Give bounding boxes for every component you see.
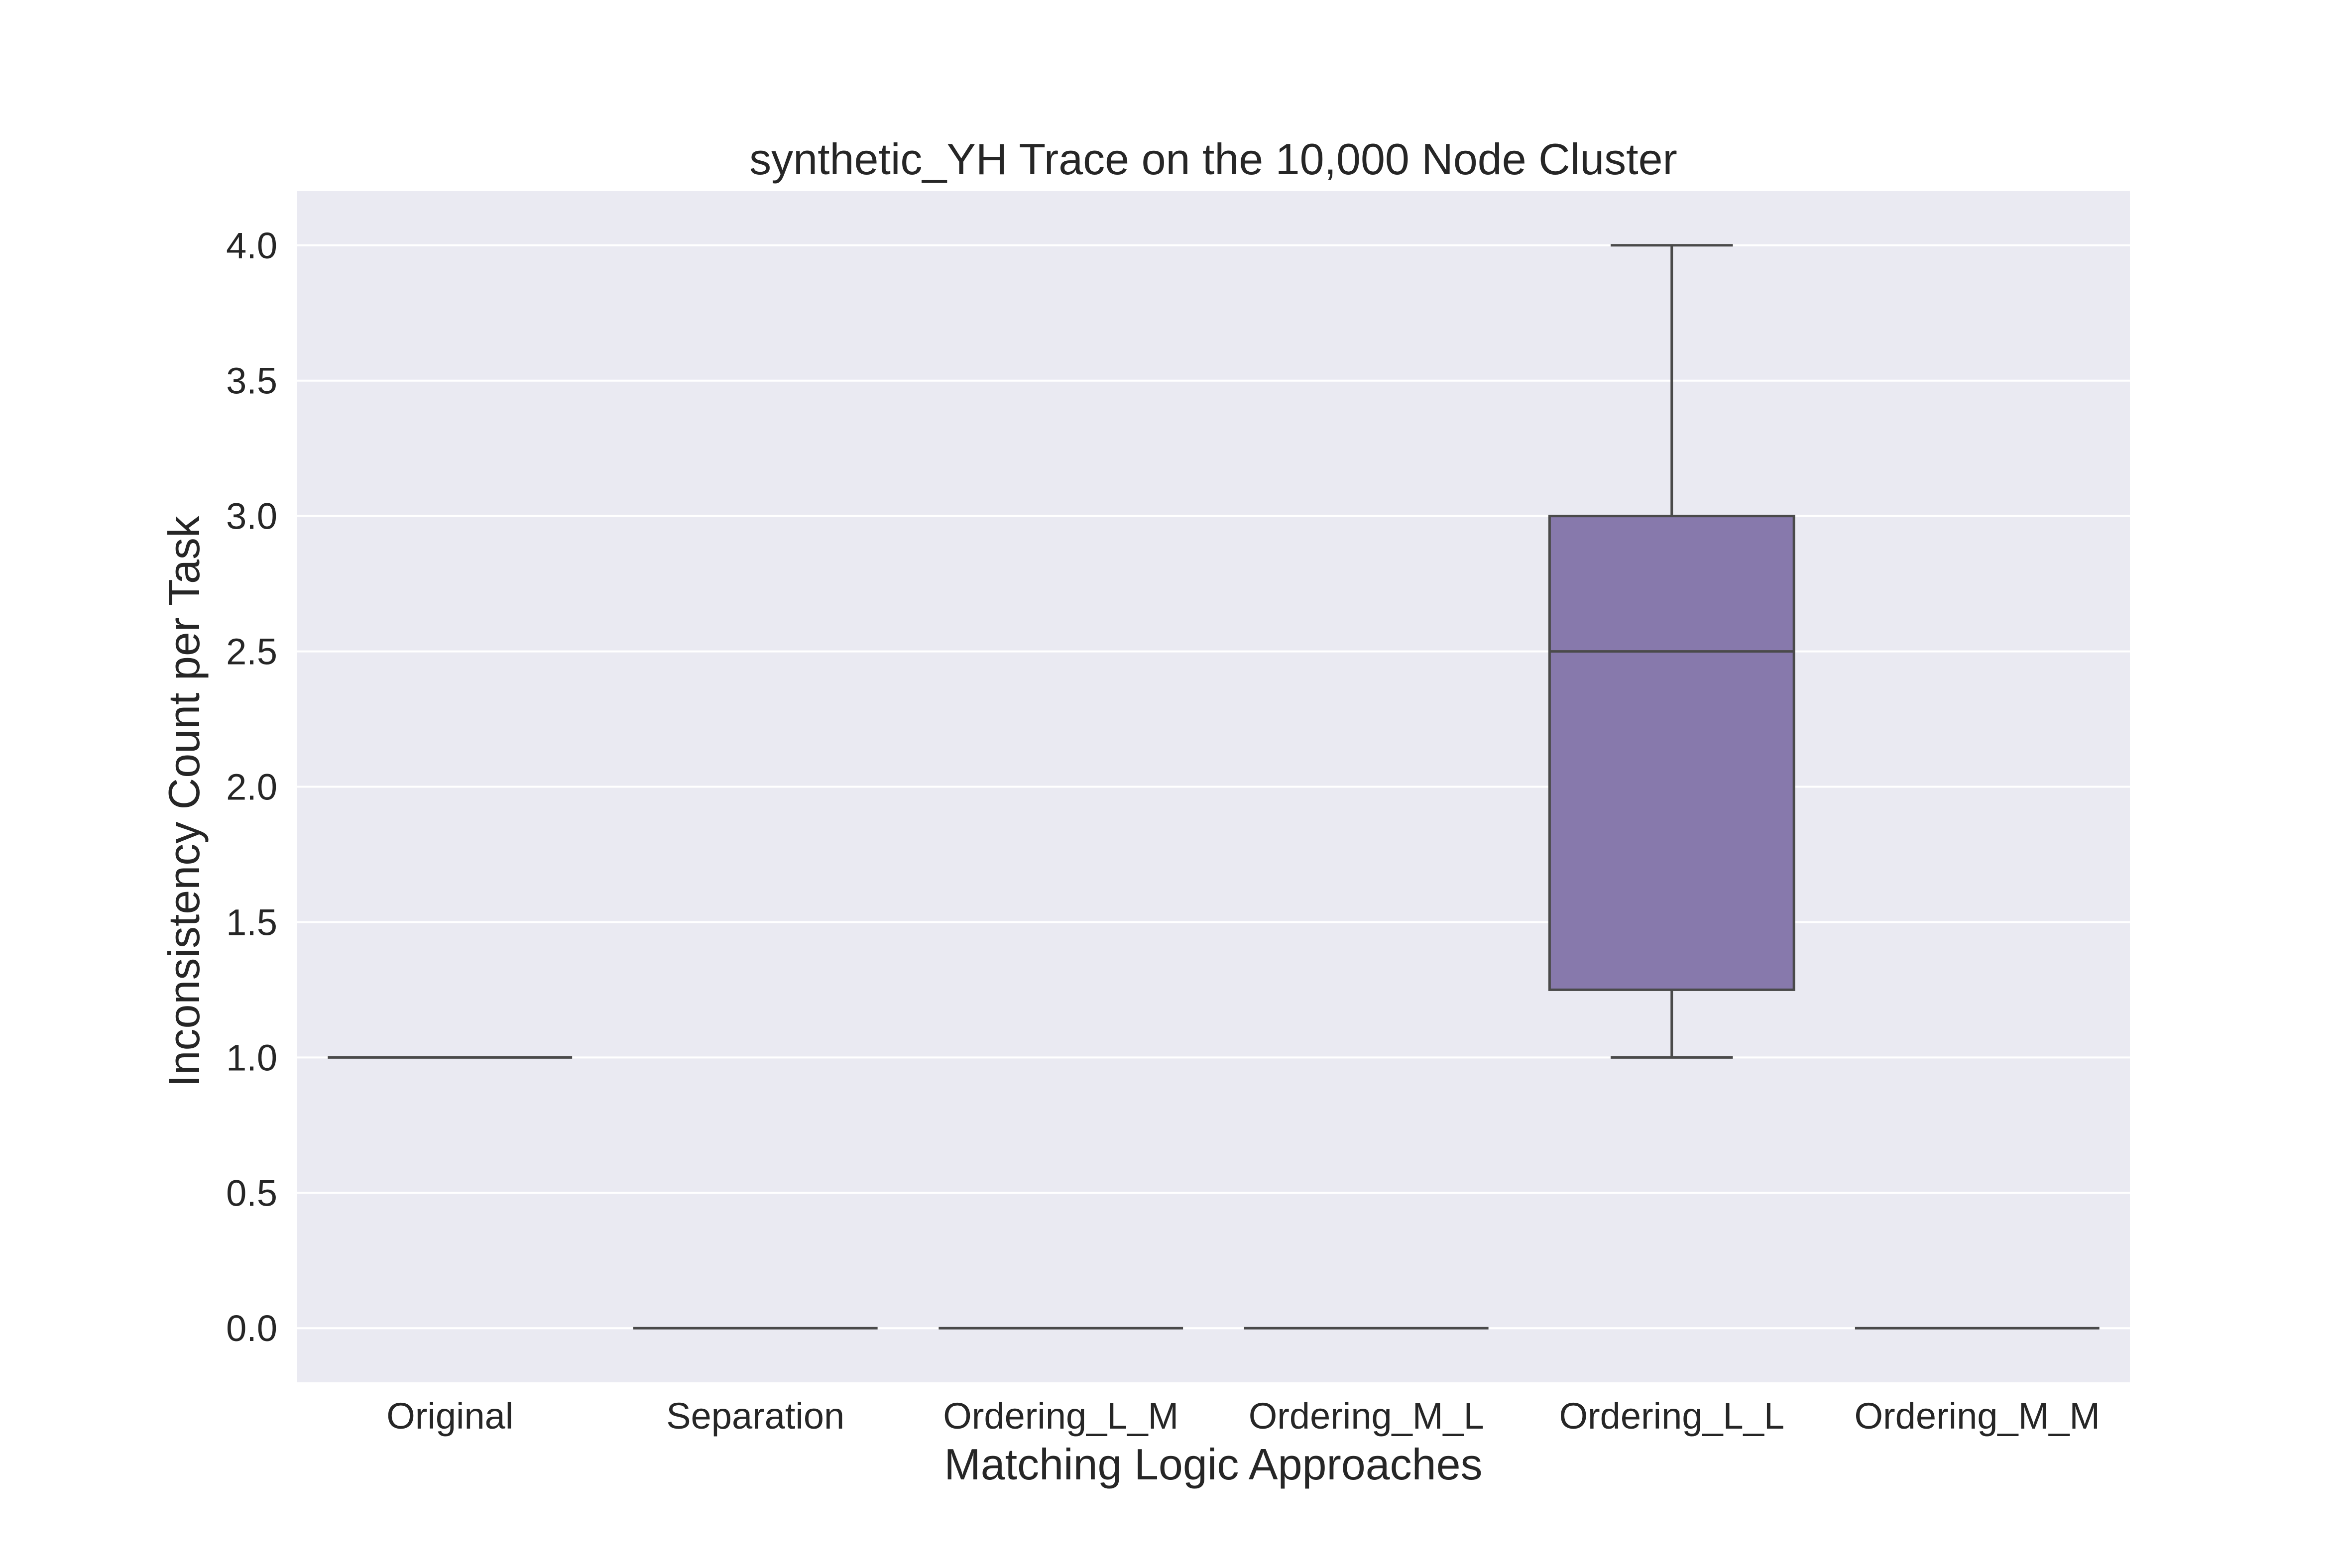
box-series — [328, 244, 2100, 1330]
x-tick-label: Ordering_L_L — [1559, 1395, 1784, 1437]
x-tick-label: Separation — [666, 1395, 844, 1437]
x-tick-label: Ordering_L_M — [943, 1395, 1178, 1437]
y-tick-label: 3.5 — [226, 360, 277, 402]
x-axis-label: Matching Logic Approaches — [944, 1440, 1482, 1489]
grid-lines — [297, 244, 2130, 1330]
y-axis-tick-labels: 0.0 0.5 1.0 1.5 2.0 2.5 3.0 3.5 4.0 — [226, 225, 277, 1349]
y-tick-label: 0.0 — [226, 1308, 277, 1349]
y-tick-label: 1.5 — [226, 901, 277, 943]
box-iqr — [1548, 515, 1795, 991]
y-tick-label: 2.0 — [226, 767, 277, 808]
y-axis-label: Inconsistency Count per Task — [159, 515, 209, 1087]
y-tick-label: 0.5 — [226, 1172, 277, 1214]
y-tick-label: 2.5 — [226, 631, 277, 672]
box-ordering-l-l — [1548, 244, 1795, 1059]
chart-title: synthetic_YH Trace on the 10,000 Node Cl… — [749, 134, 1677, 184]
x-tick-label: Ordering_M_L — [1249, 1395, 1484, 1437]
y-tick-label: 1.0 — [226, 1037, 277, 1078]
x-axis-tick-labels: Original Separation Ordering_L_M Ordering_M… — [386, 1395, 2100, 1437]
y-tick-label: 3.0 — [226, 496, 277, 537]
x-tick-label: Original — [386, 1395, 513, 1437]
x-tick-label: Ordering_M_M — [1854, 1395, 2100, 1437]
y-tick-label: 4.0 — [226, 225, 277, 266]
